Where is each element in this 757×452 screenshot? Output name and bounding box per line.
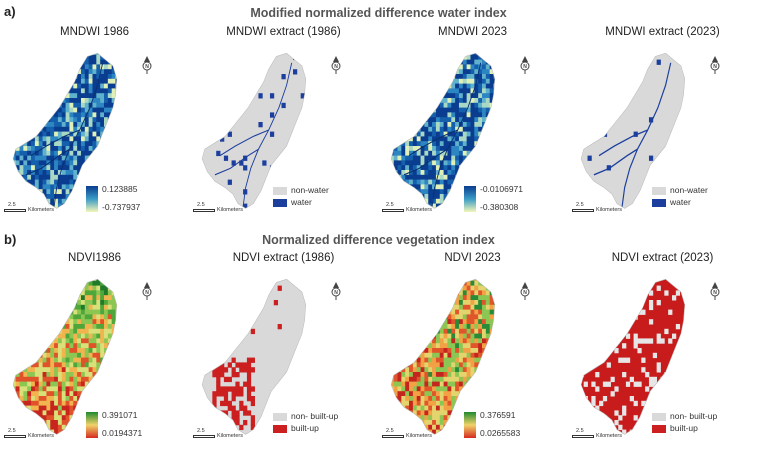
map-panel-7: NDVI 2023 N 0.376591 0.0265583 2.5 Kilometers [378, 252, 567, 452]
panel-title: MNDWI extract (1986) [226, 26, 341, 38]
scale-unit: Kilometers [217, 433, 243, 439]
panel-title: NDVI1986 [67, 252, 122, 264]
legend-max-value: 0.376591 [480, 410, 516, 420]
legend-max-value: 0.391071 [102, 410, 138, 420]
scale-value: 2.5 [576, 202, 584, 208]
scale-bar [4, 209, 26, 212]
scale-value: 2.5 [8, 202, 16, 208]
legend-swatch-1 [273, 187, 287, 195]
north-arrow-icon: N [710, 56, 720, 74]
watershed-map [390, 52, 496, 209]
legend-label-1: non-water [670, 185, 708, 195]
svg-text:N: N [523, 64, 527, 70]
panel-title: NDVI extract (1986) [232, 252, 335, 264]
scale-unit: Kilometers [28, 433, 54, 439]
watershed-map [201, 278, 307, 435]
watershed-map [580, 52, 686, 209]
watershed-map [201, 52, 307, 209]
legend-label-1: non- built-up [670, 411, 718, 421]
legend-label-2: water [670, 197, 691, 207]
legend-swatch-2 [652, 199, 666, 207]
scale-value: 2.5 [386, 428, 394, 434]
scale-value: 2.5 [197, 202, 205, 208]
scale-bar [572, 435, 594, 438]
svg-text:N: N [334, 64, 338, 70]
scale-value: 2.5 [386, 202, 394, 208]
map-panel-1: MNDWI 1986 N 0.123885 -0.737937 2.5 Kilometer… [0, 26, 189, 226]
section-b-title: Normalized difference vegetation index [262, 233, 495, 247]
svg-text:N: N [713, 64, 717, 70]
section-b-label: b) [4, 232, 17, 247]
scale-value: 2.5 [197, 428, 205, 434]
svg-text:N: N [523, 290, 527, 296]
legend-min-value: 0.0194371 [102, 428, 143, 438]
north-arrow-icon: N [331, 282, 341, 300]
legend-swatch-2 [273, 199, 287, 207]
scale-unit: Kilometers [217, 207, 243, 213]
legend-label-2: built-up [670, 423, 698, 433]
legend-label-2: built-up [291, 423, 319, 433]
svg-text:N: N [145, 64, 149, 70]
scale-bar [4, 435, 26, 438]
scale-unit: Kilometers [406, 207, 432, 213]
north-arrow-icon: N [710, 282, 720, 300]
scale-bar [193, 435, 215, 438]
panel-title: NDVI extract (2023) [611, 252, 714, 264]
panel-title: MNDWI 1986 [59, 26, 130, 38]
legend-gradient [86, 186, 98, 212]
scale-unit: Kilometers [28, 207, 54, 213]
scale-bar [572, 209, 594, 212]
scale-unit: Kilometers [596, 433, 622, 439]
legend-label-1: non-water [291, 185, 329, 195]
watershed-map [390, 278, 496, 435]
svg-text:N: N [713, 290, 717, 296]
watershed-map [580, 278, 686, 435]
north-arrow-icon: N [520, 282, 530, 300]
scale-bar [382, 435, 404, 438]
scale-unit: Kilometers [596, 207, 622, 213]
legend-label-1: non- built-up [291, 411, 339, 421]
section-a-title: Modified normalized difference water ind… [250, 6, 507, 20]
watershed-map [12, 52, 118, 209]
legend-swatch-1 [273, 413, 287, 421]
legend-max-value: 0.123885 [102, 184, 138, 194]
scale-unit: Kilometers [406, 433, 432, 439]
scale-bar [382, 209, 404, 212]
panel-title: MNDWI 2023 [437, 26, 508, 38]
map-panel-3: MNDWI 2023 N -0.0106971 -0.380308 2.5 Kilomet… [378, 26, 567, 226]
legend-gradient [464, 412, 476, 438]
north-arrow-icon: N [142, 282, 152, 300]
north-arrow-icon: N [520, 56, 530, 74]
section-a-label: a) [4, 4, 16, 19]
svg-text:N: N [145, 290, 149, 296]
legend-gradient [86, 412, 98, 438]
scale-bar [193, 209, 215, 212]
map-panel-5: NDVI1986 N 0.391071 0.0194371 2.5 Kilometers [0, 252, 189, 452]
panel-title: MNDWI extract (2023) [605, 26, 720, 38]
legend-swatch-2 [273, 425, 287, 433]
legend-swatch-2 [652, 425, 666, 433]
legend-min-value: 0.0265583 [480, 428, 521, 438]
legend-min-value: -0.737937 [102, 202, 141, 212]
north-arrow-icon: N [142, 56, 152, 74]
svg-text:N: N [334, 290, 338, 296]
scale-value: 2.5 [576, 428, 584, 434]
legend-label-2: water [291, 197, 312, 207]
watershed-map [12, 278, 118, 435]
legend-max-value: -0.0106971 [480, 184, 524, 194]
north-arrow-icon: N [331, 56, 341, 74]
legend-swatch-1 [652, 187, 666, 195]
scale-value: 2.5 [8, 428, 16, 434]
legend-swatch-1 [652, 413, 666, 421]
legend-gradient [464, 186, 476, 212]
panel-title: NDVI 2023 [444, 252, 501, 264]
legend-min-value: -0.380308 [480, 202, 519, 212]
